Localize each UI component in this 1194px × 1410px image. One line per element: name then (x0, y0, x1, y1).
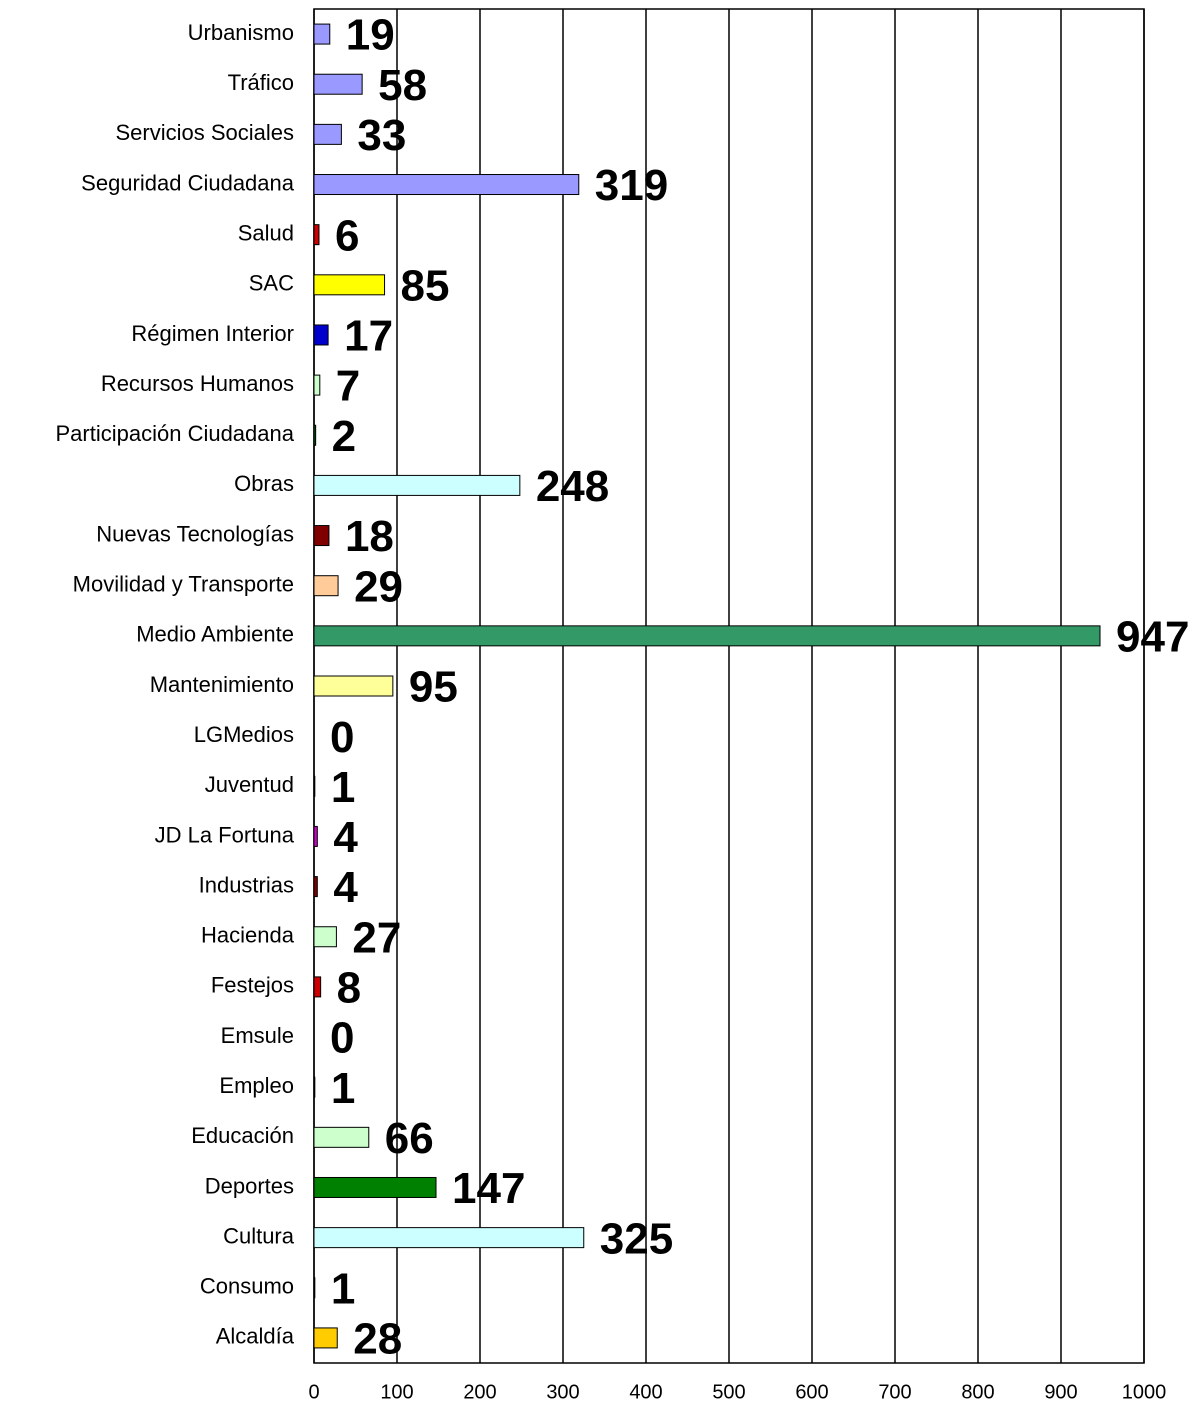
x-tick-label: 700 (878, 1381, 911, 1403)
y-tick-label: Participación Ciudadana (56, 421, 295, 446)
value-label: 19 (346, 11, 395, 60)
value-label: 1 (331, 763, 355, 812)
y-tick-label: Emsule (221, 1023, 294, 1048)
bar (313, 625, 1101, 647)
bar (313, 474, 521, 496)
bar (313, 825, 318, 847)
x-tick-label: 200 (463, 1381, 496, 1403)
x-tick-label: 1000 (1122, 1381, 1167, 1403)
bar (313, 123, 342, 145)
value-label: 947 (1116, 612, 1189, 661)
x-tick-label: 400 (629, 1381, 662, 1403)
bar (313, 926, 337, 948)
bar (313, 675, 394, 697)
x-tick-label: 300 (546, 1381, 579, 1403)
value-label: 147 (452, 1164, 525, 1213)
value-label: 8 (337, 964, 361, 1013)
y-tick-label: Juventud (205, 772, 294, 797)
y-tick-label: Tráfico (228, 70, 294, 95)
bar (313, 1227, 585, 1249)
bar (313, 23, 331, 45)
bar (313, 424, 317, 446)
y-tick-label: Obras (234, 471, 294, 496)
value-label: 66 (385, 1114, 434, 1163)
x-tick-label: 600 (795, 1381, 828, 1403)
bar (313, 1327, 338, 1349)
y-tick-label: Salud (238, 220, 294, 245)
y-tick-label: Recursos Humanos (101, 371, 294, 396)
y-tick-label: Nuevas Tecnologías (96, 521, 294, 546)
y-tick-label: Festejos (211, 973, 294, 998)
y-tick-label: Industrias (199, 872, 294, 897)
value-label: 28 (353, 1315, 402, 1364)
value-label: 6 (335, 211, 359, 260)
value-label: 7 (336, 362, 360, 411)
bar (313, 1277, 316, 1299)
y-tick-label: Régimen Interior (131, 321, 294, 346)
bar (313, 876, 318, 898)
value-label: 33 (357, 111, 406, 160)
x-tick-label: 800 (961, 1381, 994, 1403)
value-label: 95 (409, 663, 458, 712)
bar (313, 224, 320, 246)
value-label: 1 (331, 1064, 355, 1113)
y-tick-label: Movilidad y Transporte (73, 572, 294, 597)
value-label: 4 (333, 863, 358, 912)
bar (313, 1176, 437, 1198)
y-tick-label: SAC (249, 271, 294, 296)
y-tick-label: Mantenimiento (150, 672, 294, 697)
x-tick-label: 100 (380, 1381, 413, 1403)
y-tick-label: Urbanismo (188, 20, 294, 45)
bar (313, 174, 580, 196)
y-tick-label: Educación (191, 1123, 294, 1148)
y-tick-label: Seguridad Ciudadana (81, 170, 295, 195)
x-tick-label: 900 (1044, 1381, 1077, 1403)
value-label: 0 (330, 1014, 354, 1063)
y-tick-label: Hacienda (201, 923, 295, 948)
value-label: 248 (536, 462, 609, 511)
bar (313, 274, 386, 296)
bar (313, 1126, 370, 1148)
value-label: 58 (378, 61, 427, 110)
bar (313, 73, 363, 95)
bar (313, 976, 322, 998)
bar (313, 374, 321, 396)
bar (313, 525, 330, 547)
y-tick-label: Consumo (200, 1274, 294, 1299)
value-label: 4 (333, 813, 358, 862)
bar (313, 324, 329, 346)
bar (313, 575, 339, 597)
bar (313, 1076, 316, 1098)
value-label: 325 (600, 1214, 673, 1263)
y-tick-label: Servicios Sociales (115, 120, 294, 145)
x-tick-label: 0 (308, 1381, 319, 1403)
y-tick-label: Deportes (205, 1173, 294, 1198)
y-tick-label: Cultura (223, 1223, 295, 1248)
value-label: 2 (332, 412, 356, 461)
y-tick-label: JD La Fortuna (155, 822, 295, 847)
y-tick-label: LGMedios (194, 722, 294, 747)
bar (313, 775, 316, 797)
value-label: 29 (354, 562, 403, 611)
value-label: 1 (331, 1264, 355, 1313)
value-label: 27 (352, 913, 401, 962)
x-tick-label: 500 (712, 1381, 745, 1403)
value-label: 85 (401, 261, 450, 310)
y-tick-label: Medio Ambiente (136, 622, 294, 647)
y-tick-label: Alcaldía (216, 1324, 295, 1349)
value-label: 17 (344, 312, 393, 361)
y-tick-label: Empleo (219, 1073, 294, 1098)
value-label: 319 (595, 161, 668, 210)
value-label: 18 (345, 512, 394, 561)
value-label: 0 (330, 713, 354, 762)
